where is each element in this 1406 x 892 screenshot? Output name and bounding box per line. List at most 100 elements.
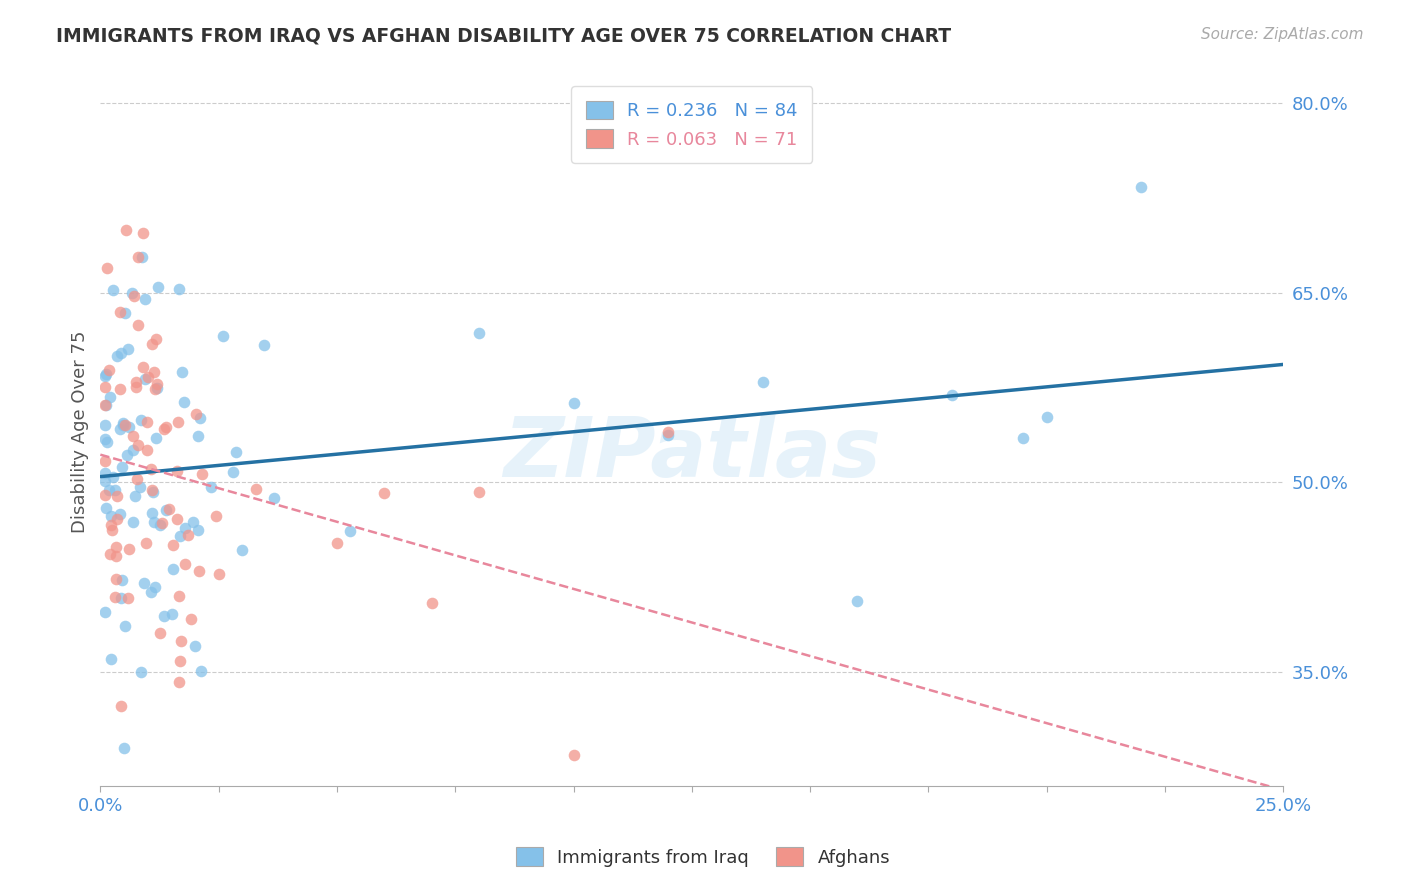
Point: [114, 741, 136, 756]
Point: [135, 443, 157, 458]
Y-axis label: Disability Age Over 75: Disability Age Over 75: [72, 331, 89, 533]
Point: [468, 326, 491, 340]
Point: [941, 388, 963, 402]
Point: [1035, 410, 1057, 425]
Point: [143, 382, 166, 396]
Point: [121, 285, 143, 300]
Point: [104, 540, 127, 554]
Point: [94, 605, 117, 619]
Point: [141, 506, 163, 520]
Text: Source: ZipAtlas.com: Source: ZipAtlas.com: [1201, 27, 1364, 42]
Point: [108, 305, 131, 319]
Point: [190, 664, 212, 678]
Point: [143, 366, 166, 380]
Point: [124, 489, 146, 503]
Point: [94, 488, 117, 502]
Point: [169, 654, 191, 668]
Point: [132, 359, 155, 374]
Point: [339, 524, 361, 538]
Point: [141, 336, 163, 351]
Point: [160, 607, 183, 621]
Point: [135, 536, 157, 550]
Point: [110, 508, 132, 522]
Point: [114, 619, 136, 633]
Point: [94, 454, 117, 468]
Point: [124, 375, 146, 389]
Point: [117, 591, 139, 605]
Point: [139, 585, 162, 599]
Point: [155, 502, 177, 516]
Point: [184, 639, 207, 653]
Point: [150, 516, 173, 531]
Point: [166, 464, 188, 478]
Point: [98, 483, 121, 497]
Point: [162, 538, 184, 552]
Point: [98, 390, 121, 404]
Point: [125, 472, 148, 486]
Point: [100, 652, 122, 666]
Point: [468, 485, 491, 500]
Point: [129, 665, 152, 680]
Point: [141, 485, 163, 500]
Point: [208, 567, 231, 582]
Point: [114, 418, 136, 433]
Point: [94, 380, 117, 394]
Point: [143, 515, 166, 529]
Point: [162, 562, 184, 576]
Point: [111, 573, 134, 587]
Point: [108, 422, 131, 436]
Point: [145, 431, 167, 445]
Text: ZIPatlas: ZIPatlas: [503, 413, 880, 493]
Point: [134, 372, 156, 386]
Point: [166, 512, 188, 526]
Point: [124, 289, 146, 303]
Point: [146, 381, 169, 395]
Point: [174, 558, 197, 572]
Point: [94, 418, 117, 433]
Point: [98, 362, 121, 376]
Point: [121, 429, 143, 443]
Point: [145, 332, 167, 346]
Point: [128, 480, 150, 494]
Point: [127, 318, 149, 332]
Point: [141, 483, 163, 498]
Point: [110, 382, 132, 396]
Point: [105, 489, 128, 503]
Point: [187, 523, 209, 537]
Point: [191, 467, 214, 481]
Point: [245, 483, 267, 497]
Point: [117, 342, 139, 356]
Point: [94, 398, 117, 412]
Point: [115, 223, 138, 237]
Point: [167, 282, 190, 296]
Point: [111, 460, 134, 475]
Point: [118, 420, 141, 434]
Point: [225, 445, 247, 459]
Point: [167, 674, 190, 689]
Point: [420, 596, 443, 610]
Point: [104, 483, 127, 497]
Point: [562, 396, 585, 410]
Point: [94, 398, 117, 412]
Point: [146, 377, 169, 392]
Point: [181, 515, 204, 529]
Point: [149, 518, 172, 533]
Point: [96, 435, 118, 450]
Point: [153, 421, 176, 435]
Point: [105, 549, 128, 563]
Point: [129, 413, 152, 427]
Point: [155, 420, 177, 434]
Point: [188, 411, 211, 425]
Point: [125, 380, 148, 394]
Point: [169, 633, 191, 648]
Point: [132, 576, 155, 591]
Point: [114, 306, 136, 320]
Point: [253, 337, 276, 351]
Point: [200, 480, 222, 494]
Point: [1012, 431, 1035, 445]
Point: [157, 502, 180, 516]
Point: [96, 260, 118, 275]
Point: [105, 512, 128, 526]
Point: [211, 328, 233, 343]
Point: [122, 515, 145, 529]
